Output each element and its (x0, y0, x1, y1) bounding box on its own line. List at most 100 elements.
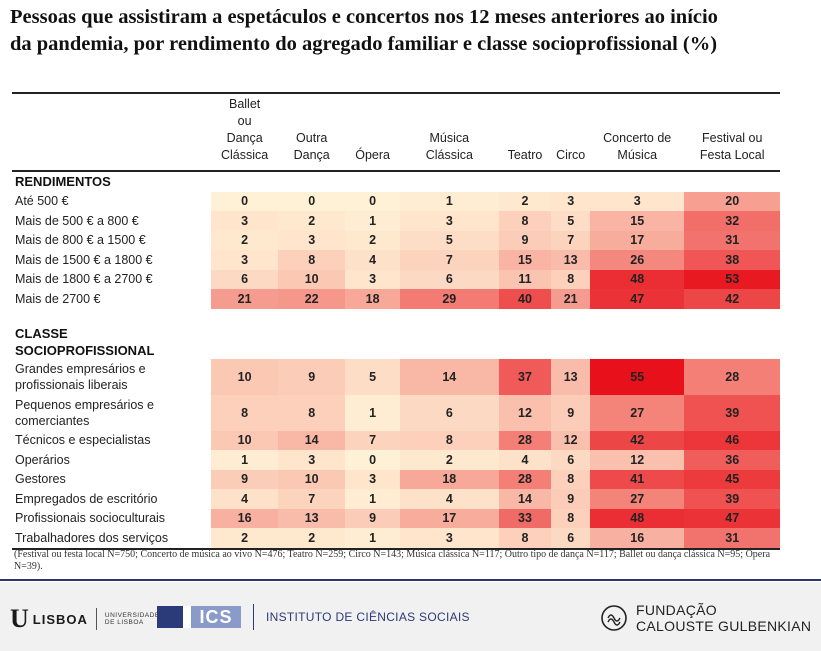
heatmap-cell: 10 (211, 430, 279, 450)
heatmap-cell: 4 (345, 250, 401, 270)
ulisboa-logo: U LISBOA UNIVERSIDADE DE LISBOA (10, 606, 160, 632)
heatmap-cell: 45 (684, 469, 780, 489)
heatmap-cell: 10 (211, 358, 279, 395)
ulisboa-letter: U (10, 604, 29, 633)
column-header: Circo (551, 92, 590, 172)
heatmap-cell: 26 (589, 250, 685, 270)
heatmap-cell: 21 (211, 289, 279, 309)
heatmap-cell: 8 (498, 528, 552, 550)
heatmap-cell: 3 (278, 230, 346, 250)
heatmap-cell: 4 (211, 489, 279, 509)
heatmap-cell: 55 (589, 358, 685, 395)
heatmap-cell: 3 (211, 250, 279, 270)
chart-title: Pessoas que assistiram a espetáculos e c… (10, 4, 810, 58)
column-header: Teatro (498, 92, 552, 172)
footer-logos: U LISBOA UNIVERSIDADE DE LISBOA ICS INST… (0, 582, 821, 651)
heatmap-cell: 7 (551, 230, 590, 250)
heatmap-cell: 8 (278, 250, 346, 270)
heatmap-cell: 9 (345, 508, 401, 528)
row-label: Gestores (15, 472, 66, 487)
heatmap-cell: 8 (551, 469, 590, 489)
heatmap-cell: 9 (551, 489, 590, 509)
heatmap-cell: 18 (345, 289, 401, 309)
table-row: Grandes empresários e profissionais libe… (12, 358, 780, 395)
ics-block-light: ICS (191, 606, 241, 628)
heatmap-cell: 8 (400, 430, 499, 450)
heatmap-cell: 21 (551, 289, 590, 309)
heatmap-cell: 29 (400, 289, 499, 309)
ulisboa-word: LISBOA (32, 611, 88, 627)
heatmap-cell: 3 (551, 191, 590, 211)
heatmap-cell: 0 (211, 191, 279, 211)
table-row: Técnicos e especialistas 10 14 7 8 28 12 42 46 (12, 430, 780, 450)
table-row: Profissionais socioculturais 16 13 9 17 33 8 48… (12, 508, 780, 528)
heatmap-cell: 3 (211, 211, 279, 231)
table-row: Mais de 2700 €21 22 18 29 40 21 47 42 (12, 289, 780, 309)
heatmap-cell: 42 (589, 430, 685, 450)
heatmap-cell: 9 (211, 469, 279, 489)
heatmap-cell: 22 (278, 289, 346, 309)
heatmap-cell: 5 (551, 211, 590, 231)
gulbenkian-line-2: CALOUSTE GULBENKIAN (636, 618, 812, 634)
row-label: Empregados de escritório (15, 491, 158, 506)
table-row: Gestores 9 10 3 18 28 8 41 45 (12, 469, 780, 489)
heatmap-cell: 7 (400, 250, 499, 270)
heatmap-cell: 5 (400, 230, 499, 250)
heatmap-cell: 39 (684, 394, 780, 431)
table-row: Mais de 500 € a 800 €3 2 1 3 8 5 15 32 (12, 211, 780, 231)
heatmap-cell: 8 (498, 211, 552, 231)
heatmap-cell: 13 (278, 508, 346, 528)
heatmap-cell: 3 (345, 269, 401, 289)
heatmap-cell: 1 (400, 191, 499, 211)
footnote: (Festival ou festa local N=750; Concerto… (14, 549, 771, 572)
ulisboa-subtitle-2: DE LISBOA (104, 619, 144, 626)
heatmap-cell: 33 (498, 508, 552, 528)
column-header: Concerto de Música (589, 92, 685, 172)
group-header: CLASSE SOCIOPROFISSIONAL (15, 325, 155, 358)
column-header: Música Clássica (400, 92, 499, 172)
heatmap-cell: 11 (498, 269, 552, 289)
heatmap-cell: 10 (278, 269, 346, 289)
gulbenkian-logo: FUNDAÇÃO CALOUSTE GULBENKIAN (600, 602, 811, 634)
ics-separator (253, 604, 254, 630)
heatmap-cell: 13 (551, 250, 590, 270)
row-label: Profissionais socioculturais (15, 511, 166, 526)
heatmap-cell: 6 (400, 394, 499, 431)
heatmap-cell: 13 (551, 358, 590, 395)
heatmap-cell: 1 (345, 528, 401, 550)
row-label: Mais de 1800 € a 2700 € (15, 272, 153, 287)
chart-title-line-1: Pessoas que assistiram a espetáculos e c… (10, 6, 718, 28)
heatmap-cell: 5 (345, 358, 401, 395)
heatmap-cell: 12 (551, 430, 590, 450)
table-row: Empregados de escritório 4 7 1 4 14 9 27 39 (12, 489, 780, 509)
heatmap-cell: 47 (684, 508, 780, 528)
heatmap-cell: 17 (589, 230, 685, 250)
chart-title-line-2: da pandemia, por rendimento do agregado … (10, 33, 718, 55)
ics-name: INSTITUTO DE CIÊNCIAS SOCIAIS (266, 610, 470, 624)
heatmap-table-wrapper: Ballet ou Dança Clássica Outra Dança Ópera… (12, 92, 780, 550)
heatmap-cell: 37 (498, 358, 552, 395)
header-corner (12, 92, 212, 172)
heatmap-cell: 0 (345, 450, 401, 470)
heatmap-cell: 8 (551, 269, 590, 289)
heatmap-cell: 8 (278, 394, 346, 431)
heatmap-cell: 48 (589, 269, 685, 289)
ics-block-dark (157, 606, 183, 628)
ics-block-gap (183, 606, 191, 628)
heatmap-cell: 3 (345, 469, 401, 489)
gulbenkian-emblem-icon (601, 605, 627, 631)
heatmap-cell: 32 (684, 211, 780, 231)
ics-logo: ICS INSTITUTO DE CIÊNCIAS SOCIAIS (157, 604, 470, 630)
heatmap-cell: 9 (551, 394, 590, 431)
heatmap-cell: 7 (278, 489, 346, 509)
footer-divider (0, 579, 821, 581)
heatmap-cell: 20 (684, 191, 780, 211)
heatmap-cell: 16 (589, 528, 685, 550)
heatmap-cell: 9 (278, 358, 346, 395)
column-header: Outra Dança (278, 92, 346, 172)
table-row: Pequenos empresários e comerciantes 8 8 1 6 1… (12, 394, 780, 431)
heatmap-cell: 0 (345, 191, 401, 211)
heatmap-cell: 17 (400, 508, 499, 528)
row-label: Mais de 1500 € a 1800 € (15, 252, 153, 267)
heatmap-cell: 1 (345, 394, 401, 431)
